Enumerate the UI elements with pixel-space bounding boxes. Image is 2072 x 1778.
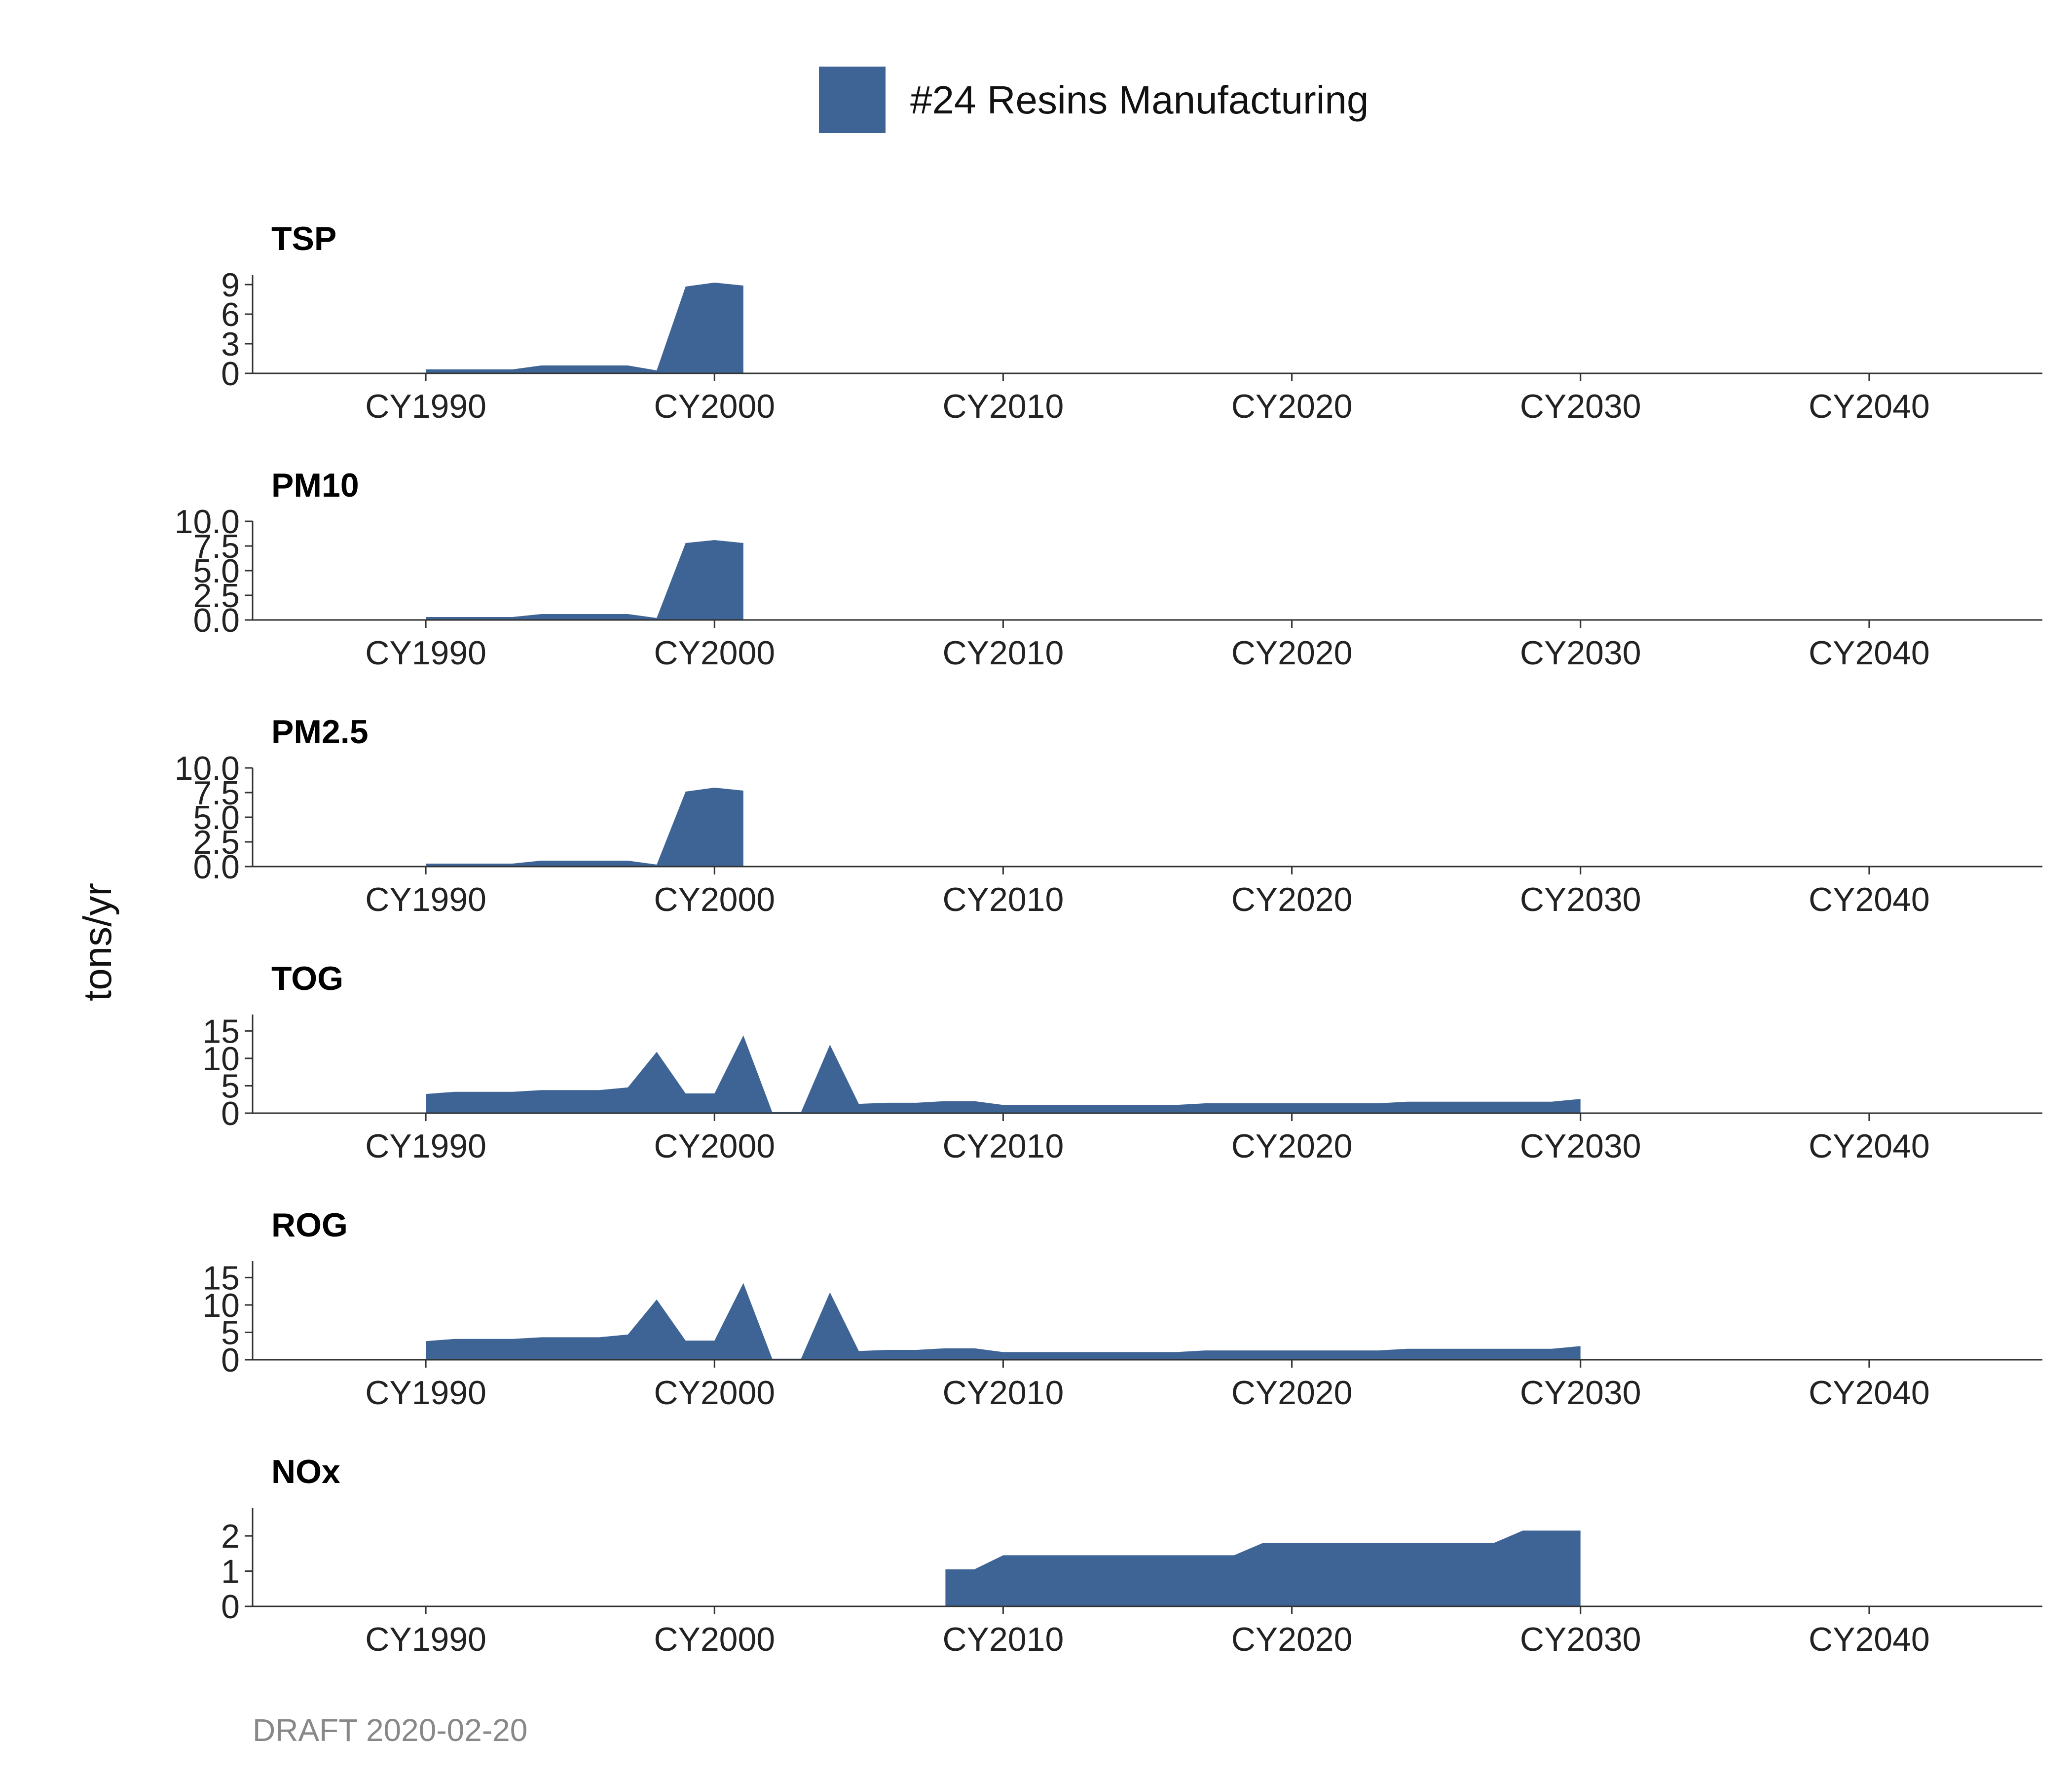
panel-title-pm2-5: PM2.5 xyxy=(271,713,369,751)
area-tog-0 xyxy=(426,1035,1581,1113)
x-tick-label-tog-0: CY1990 xyxy=(365,1127,486,1165)
panel-title-tsp: TSP xyxy=(271,220,336,257)
x-tick-label-tsp-1: CY2000 xyxy=(654,388,775,425)
y-tick-label-pm2-5-0: 0.0 xyxy=(193,848,240,886)
legend: #24 Resins Manufacturing xyxy=(819,67,1369,133)
x-tick-label-tog-1: CY2000 xyxy=(654,1127,775,1165)
area-nox-0 xyxy=(945,1530,1581,1606)
y-tick-label-rog-0: 0 xyxy=(221,1342,240,1379)
area-pm2-5-0 xyxy=(426,788,743,867)
legend-label: #24 Resins Manufacturing xyxy=(910,78,1369,122)
y-tick-label-nox-2: 2 xyxy=(221,1518,240,1555)
x-tick-label-tsp-4: CY2030 xyxy=(1520,388,1641,425)
y-tick-label-tsp-0: 0 xyxy=(221,355,240,393)
panel-title-rog: ROG xyxy=(271,1206,348,1244)
y-tick-label-tog-0: 0 xyxy=(221,1095,240,1132)
draft-footer: DRAFT 2020-02-20 xyxy=(253,1712,527,1748)
y-tick-label-pm2-5-3: 7.5 xyxy=(193,774,240,812)
y-tick-label-pm10-1: 2.5 xyxy=(193,577,240,615)
panel-title-nox: NOx xyxy=(271,1453,340,1490)
x-tick-label-pm2-5-5: CY2040 xyxy=(1809,881,1930,918)
x-tick-label-rog-2: CY2010 xyxy=(943,1374,1064,1412)
x-tick-label-pm10-3: CY2020 xyxy=(1231,634,1353,672)
y-tick-label-tog-2: 10 xyxy=(202,1040,240,1078)
x-tick-label-pm10-1: CY2000 xyxy=(654,634,775,672)
y-axis-label: tons/yr xyxy=(75,883,119,1001)
panel-title-tog: TOG xyxy=(271,960,343,997)
x-tick-label-nox-2: CY2010 xyxy=(943,1621,1064,1658)
x-tick-label-tsp-0: CY1990 xyxy=(365,388,486,425)
x-tick-label-pm2-5-0: CY1990 xyxy=(365,881,486,918)
x-tick-label-tsp-3: CY2020 xyxy=(1231,388,1353,425)
x-tick-label-rog-4: CY2030 xyxy=(1520,1374,1641,1412)
panel-nox: NOx 012 CY1990 CY2000 CY2010 CY2020 CY2030 CY20… xyxy=(221,1453,2042,1658)
y-tick-label-pm2-5-4: 10.0 xyxy=(175,750,240,787)
panel-pm2-5: PM2.5 0.02.55.07.510.0 CY1990 CY2000 CY2010 C… xyxy=(175,713,2042,918)
y-tick-label-nox-0: 0 xyxy=(221,1588,240,1626)
x-tick-label-rog-3: CY2020 xyxy=(1231,1374,1353,1412)
y-tick-label-tog-3: 15 xyxy=(202,1013,240,1050)
x-tick-label-tog-2: CY2010 xyxy=(943,1127,1064,1165)
y-tick-label-pm2-5-2: 5.0 xyxy=(193,799,240,836)
x-tick-label-tog-3: CY2020 xyxy=(1231,1127,1353,1165)
y-tick-label-rog-3: 15 xyxy=(202,1259,240,1297)
x-tick-label-nox-3: CY2020 xyxy=(1231,1621,1353,1658)
x-tick-label-nox-4: CY2030 xyxy=(1520,1621,1641,1658)
y-tick-label-pm2-5-1: 2.5 xyxy=(193,824,240,861)
panel-pm10: PM10 0.02.55.07.510.0 CY1990 CY2000 CY2010 CY… xyxy=(175,467,2042,672)
x-tick-label-nox-0: CY1990 xyxy=(365,1621,486,1658)
y-tick-label-rog-2: 10 xyxy=(202,1287,240,1324)
area-tsp-0 xyxy=(426,283,743,373)
area-rog-0 xyxy=(426,1283,1581,1360)
y-tick-label-tsp-1: 3 xyxy=(221,326,240,363)
y-tick-label-tog-1: 5 xyxy=(221,1067,240,1105)
x-tick-label-rog-1: CY2000 xyxy=(654,1374,775,1412)
x-tick-label-pm10-4: CY2030 xyxy=(1520,634,1641,672)
panel-title-pm10: PM10 xyxy=(271,467,359,504)
y-tick-label-rog-1: 5 xyxy=(221,1314,240,1351)
x-tick-label-pm10-0: CY1990 xyxy=(365,634,486,672)
y-tick-label-nox-1: 1 xyxy=(221,1553,240,1591)
x-tick-label-pm2-5-2: CY2010 xyxy=(943,881,1064,918)
x-tick-label-rog-0: CY1990 xyxy=(365,1374,486,1412)
x-tick-label-nox-1: CY2000 xyxy=(654,1621,775,1658)
x-tick-label-tsp-2: CY2010 xyxy=(943,388,1064,425)
x-tick-label-nox-5: CY2040 xyxy=(1809,1621,1930,1658)
y-tick-label-pm10-0: 0.0 xyxy=(193,602,240,639)
x-tick-label-rog-5: CY2040 xyxy=(1809,1374,1930,1412)
x-tick-label-pm10-2: CY2010 xyxy=(943,634,1064,672)
x-tick-label-tog-4: CY2030 xyxy=(1520,1127,1641,1165)
y-tick-label-pm10-2: 5.0 xyxy=(193,552,240,590)
y-tick-label-tsp-2: 6 xyxy=(221,296,240,333)
area-pm10-0 xyxy=(426,540,743,620)
x-tick-label-pm2-5-3: CY2020 xyxy=(1231,881,1353,918)
y-tick-label-pm10-4: 10.0 xyxy=(175,503,240,541)
x-tick-label-tog-5: CY2040 xyxy=(1809,1127,1930,1165)
y-tick-label-pm10-3: 7.5 xyxy=(193,528,240,565)
legend-swatch xyxy=(819,67,886,133)
x-tick-label-pm10-5: CY2040 xyxy=(1809,634,1930,672)
x-tick-label-pm2-5-4: CY2030 xyxy=(1520,881,1641,918)
y-tick-label-tsp-3: 9 xyxy=(221,266,240,304)
x-tick-label-tsp-5: CY2040 xyxy=(1809,388,1930,425)
x-tick-label-pm2-5-1: CY2000 xyxy=(654,881,775,918)
